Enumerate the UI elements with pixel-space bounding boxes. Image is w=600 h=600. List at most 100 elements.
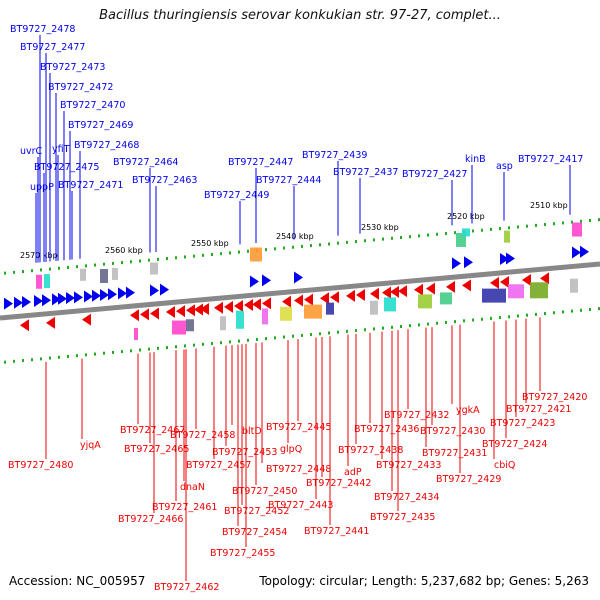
reverse-gene-label: cbiQ: [494, 460, 515, 471]
alignment-block: [80, 268, 86, 281]
reverse-gene-label: BT9727_2423: [490, 418, 555, 429]
scale-tick: [247, 249, 249, 253]
alignment-block: [304, 304, 322, 319]
reverse-gene-arrow: [500, 276, 509, 288]
reverse-gene-arrow: [446, 280, 455, 293]
scale-tick: [328, 242, 330, 246]
reverse-gene-arrow: [426, 282, 435, 295]
forward-gene-label: BT9727_2468: [74, 140, 139, 151]
scale-tick: [202, 253, 204, 257]
reverse-gene-label: BT9727_2457: [186, 460, 251, 471]
reverse-gene-label: BT9727_2448: [266, 464, 331, 475]
scale-tick: [337, 330, 339, 334]
scale-tick: [445, 231, 447, 235]
scale-tick: [157, 257, 159, 261]
scale-tick: [22, 270, 24, 274]
alignment-block: [172, 320, 186, 335]
alignment-block: [418, 294, 432, 309]
reverse-gene-label: BT9727_2429: [436, 474, 501, 485]
reverse-gene-label: BT9727_2438: [338, 445, 403, 456]
scale-tick: [364, 239, 366, 243]
alignment-block: [220, 316, 226, 331]
scale-tick: [121, 261, 123, 265]
scale-tick: [562, 221, 564, 225]
scale-tick: [337, 241, 339, 245]
alignment-block: [236, 310, 244, 329]
scale-tick: [283, 246, 285, 250]
scale-tick: [139, 348, 141, 352]
scale-tick: [472, 229, 474, 233]
scale-tick: [526, 224, 528, 228]
scale-tick: [436, 321, 438, 325]
scale-tick: [418, 323, 420, 327]
scale-tick: [346, 329, 348, 333]
alignment-block: [370, 300, 378, 315]
scale-label: 2510 kbp: [530, 201, 568, 210]
forward-gene-arrow: [108, 288, 117, 301]
scale-tick: [220, 341, 222, 345]
scale-tick: [382, 237, 384, 241]
scale-tick: [445, 320, 447, 324]
reverse-gene-arrow: [140, 308, 149, 321]
forward-gene-arrow: [4, 297, 13, 310]
forward-gene-arrow: [294, 271, 303, 284]
scale-tick: [148, 258, 150, 262]
reverse-gene-arrow: [252, 298, 261, 311]
scale-tick: [274, 336, 276, 340]
forward-gene-label: BT9727_2444: [256, 175, 321, 186]
scale-tick: [400, 325, 402, 328]
scale-tick: [31, 269, 33, 273]
scale-tick: [130, 260, 132, 264]
reverse-gene-label: ygkA: [456, 405, 480, 416]
scale-tick: [58, 355, 60, 359]
scale-tick: [436, 232, 438, 236]
scale-tick: [481, 228, 483, 232]
alignment-block: [482, 288, 506, 303]
scale-tick: [301, 244, 303, 248]
reverse-gene-arrow: [540, 272, 549, 285]
alignment-block: [36, 274, 42, 289]
scale-tick: [166, 346, 168, 350]
scale-tick: [508, 315, 510, 319]
reverse-gene-arrow: [282, 295, 291, 308]
scale-label: 2560 kbp: [105, 246, 143, 255]
scale-tick: [238, 250, 240, 254]
alignment-block: [504, 230, 510, 243]
reverse-gene-label: BT9727_2461: [152, 502, 217, 513]
reverse-gene-label: BT9727_2454: [222, 527, 287, 538]
scale-tick: [517, 225, 519, 229]
scale-tick: [481, 317, 483, 321]
scale-tick: [139, 259, 141, 263]
forward-gene-label: kinB: [465, 154, 486, 165]
reverse-gene-arrow: [214, 301, 223, 314]
scale-tick: [247, 338, 249, 342]
reverse-gene-label: BT9727_2445: [266, 422, 331, 433]
reverse-gene-arrow: [194, 303, 203, 316]
forward-gene-label: BT9727_2472: [48, 82, 113, 93]
scale-tick: [175, 345, 177, 349]
scale-tick: [409, 324, 411, 328]
forward-gene-label: BT9727_2463: [132, 175, 197, 186]
forward-gene-label: BT9727_2470: [60, 100, 125, 111]
reverse-gene-arrow: [390, 285, 399, 298]
reverse-gene-arrow: [490, 276, 499, 289]
forward-gene-label: BT9727_2427: [402, 169, 467, 180]
reverse-gene-arrow: [356, 288, 365, 301]
alignment-block: [508, 284, 524, 299]
scale-label: 2570 kbp: [20, 251, 58, 260]
scale-tick: [571, 309, 573, 313]
scale-tick: [76, 265, 78, 269]
reverse-gene-label: bltD: [242, 426, 262, 437]
scale-tick: [454, 231, 456, 235]
reverse-gene-arrow: [262, 297, 271, 310]
scale-tick: [13, 359, 15, 363]
alignment-block: [384, 297, 396, 312]
forward-gene-arrow: [572, 246, 581, 259]
reverse-gene-label: BT9727_2455: [210, 548, 275, 559]
alignment-block: [440, 292, 452, 305]
scale-tick: [193, 343, 195, 347]
reverse-gene-arrow: [224, 300, 233, 313]
forward-gene-label: BT9727_2447: [228, 157, 293, 168]
scale-tick: [517, 314, 519, 318]
scale-tick: [274, 247, 276, 251]
